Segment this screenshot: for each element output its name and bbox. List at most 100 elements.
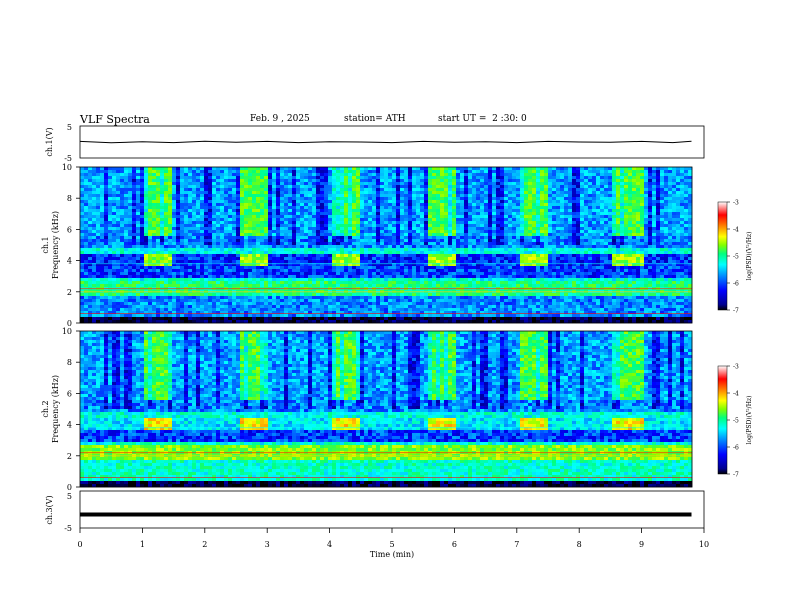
spectrogram-cell (328, 194, 333, 198)
spectrogram-cell (96, 179, 101, 183)
spectrogram-cell (408, 167, 413, 171)
spectrogram-cell (232, 221, 237, 225)
spectrogram-cell (152, 227, 157, 231)
spectrogram-cell (84, 215, 89, 219)
spectrogram-cell (320, 245, 325, 249)
spectrogram-cell (572, 245, 577, 249)
spectrogram-cell (488, 230, 493, 234)
spectrogram-cell (336, 257, 341, 261)
spectrogram-cell (464, 191, 469, 195)
spectrogram-cell (508, 206, 513, 210)
spectrogram-cell (652, 224, 657, 228)
spectrogram-cell (172, 227, 177, 231)
spectrogram-cell (620, 236, 625, 240)
spectrogram-cell (664, 167, 669, 171)
spectrogram-cell (324, 173, 329, 177)
spectrogram-cell (492, 227, 497, 231)
spectrogram-cell (480, 218, 485, 222)
spectrogram-cell (168, 239, 173, 243)
spectrogram-cell (212, 200, 217, 204)
spectrogram-cell (676, 200, 681, 204)
spectrogram-cell (160, 230, 165, 234)
spectrogram-cell (668, 200, 673, 204)
spectrogram-cell (140, 230, 145, 234)
spectrogram-cell (184, 167, 189, 171)
spectrogram-cell (528, 254, 533, 258)
spectrogram-cell (200, 215, 205, 219)
spectrogram-cell (300, 170, 305, 174)
spectrogram-cell (264, 224, 269, 228)
spectrogram-cell (480, 251, 485, 255)
spectrogram-cell (524, 221, 529, 225)
spectrogram-cell (92, 212, 97, 216)
spectrogram-cell (308, 221, 313, 225)
spectrogram-cell (284, 221, 289, 225)
spectrogram-cell (620, 260, 625, 264)
spectrogram-cell (404, 239, 409, 243)
spectrogram-cell (540, 239, 545, 243)
spectrogram-cell (488, 209, 493, 213)
spectrogram-cell (656, 218, 661, 222)
spectrogram-cell (588, 212, 593, 216)
spectrogram-cell (492, 191, 497, 195)
spectrogram-cell (396, 200, 401, 204)
spectrogram-cell (144, 209, 149, 213)
spectrogram-cell (480, 197, 485, 201)
spectrogram-cell (684, 224, 689, 228)
spectrogram-cell (620, 209, 625, 213)
spectrogram-cell (256, 167, 261, 171)
spectrogram-cell (196, 167, 201, 171)
spectrogram-cell (600, 227, 605, 231)
spectrogram-cell (436, 227, 441, 231)
spectrogram-cell (212, 257, 217, 261)
spectrogram-cell (476, 206, 481, 210)
spectrogram-cell (488, 236, 493, 240)
spectrogram-cell (424, 200, 429, 204)
spectrogram-cell (412, 200, 417, 204)
spectrogram-cell (572, 221, 577, 225)
spectrogram-cell (396, 224, 401, 228)
spectrogram-cell (148, 260, 153, 264)
spectrogram-cell (492, 254, 497, 258)
spectrogram-cell (540, 248, 545, 252)
spectrogram-cell (360, 221, 365, 225)
spectrogram-cell (652, 176, 657, 180)
spectrogram-cell (480, 245, 485, 249)
spectrogram-cell (376, 254, 381, 258)
spectrogram-cell (240, 233, 245, 237)
spectrogram-cell (632, 236, 637, 240)
spectrogram-cell (100, 167, 105, 171)
spectrogram-cell (444, 191, 449, 195)
spectrogram-cell (500, 194, 505, 198)
spectrogram-cell (460, 230, 465, 234)
spectrogram-cell (320, 176, 325, 180)
spectrogram-cell (424, 254, 429, 258)
spectrogram-cell (140, 170, 145, 174)
spectrogram-cell (156, 194, 161, 198)
spectrogram-cell (148, 245, 153, 249)
spectrogram-cell (200, 167, 205, 171)
spectrogram-cell (336, 173, 341, 177)
spectrogram-cell (488, 179, 493, 183)
spectrogram-cell (384, 170, 389, 174)
spectrogram-cell (592, 221, 597, 225)
spectrogram-cell (604, 179, 609, 183)
spectrogram-cell (108, 212, 113, 216)
spectrogram-cell (312, 179, 317, 183)
spectrogram-cell (676, 212, 681, 216)
spectrogram-cell (368, 188, 373, 192)
spectrogram-cell (500, 179, 505, 183)
spectrogram-cell (148, 251, 153, 255)
spectrogram-cell (272, 194, 277, 198)
spectrogram-cell (476, 209, 481, 213)
spectrogram-cell (416, 224, 421, 228)
spectrogram-cell (564, 176, 569, 180)
spectrogram-cell (524, 233, 529, 237)
spectrogram-cell (416, 170, 421, 174)
spectrogram-cell (348, 242, 353, 246)
spectrogram-cell (640, 227, 645, 231)
spectrogram-cell (184, 257, 189, 261)
spectrogram-cell (128, 215, 133, 219)
spectrogram-cell (172, 230, 177, 234)
spectrogram-cell (304, 218, 309, 222)
